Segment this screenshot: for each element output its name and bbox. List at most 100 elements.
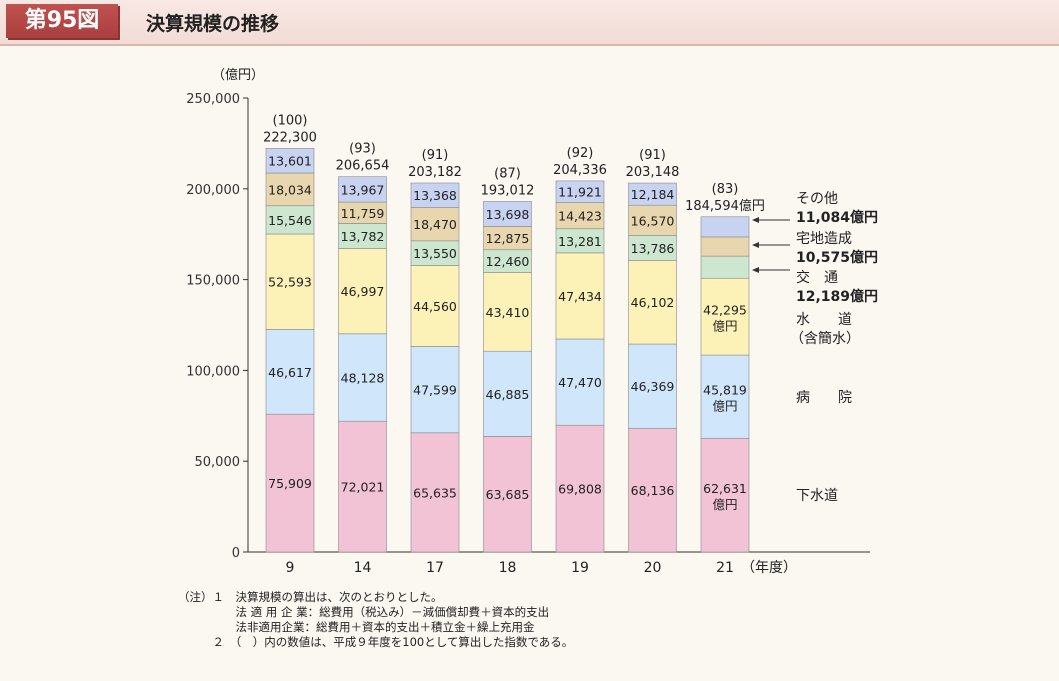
y-tick-label: 200,000 — [186, 183, 240, 198]
value-takuchi: 10,575億円 — [796, 249, 878, 266]
data-label: 47,599 — [413, 383, 457, 398]
bar-segment — [338, 333, 387, 422]
data-label: 13,698 — [486, 207, 530, 222]
bar-segment — [555, 180, 605, 203]
data-label: 52,593 — [268, 275, 312, 290]
y-unit-label: （億円） — [212, 67, 264, 83]
bar-segment — [700, 236, 750, 257]
label-suido-sub: （含簡水） — [790, 331, 860, 347]
data-label: 13,601 — [268, 154, 312, 169]
data-label: 46,102 — [631, 295, 675, 310]
label-suido: 水 道 — [796, 312, 852, 328]
y-tick-label: 100,000 — [186, 364, 240, 379]
x-tick-label: 14 — [354, 560, 372, 576]
total-label: 206,654 — [336, 159, 390, 174]
total-label: 203,148 — [626, 165, 680, 180]
note-line: （注）１ 決算規模の算出は、次のとおりとした。 — [178, 590, 443, 604]
data-label: 75,909 — [268, 476, 312, 491]
y-tick-label: 0 — [232, 546, 240, 561]
data-label: 12,184 — [631, 187, 675, 202]
bar-segment — [265, 148, 315, 174]
data-label: 46,997 — [341, 284, 385, 299]
data-label: 13,782 — [341, 229, 385, 244]
data-label: 12,460 — [486, 254, 530, 269]
bar-segment — [628, 343, 677, 429]
bar-segment — [628, 235, 677, 261]
footnotes: （注）１ 決算規模の算出は、次のとおりとした。 法 適 用 企 業：総費用（税込… — [178, 590, 573, 650]
data-label: 13,281 — [558, 234, 602, 249]
data-label: 13,786 — [631, 241, 675, 256]
data-label: 46,617 — [268, 365, 312, 380]
total-label: 204,336 — [553, 163, 607, 178]
data-label: 62,631 — [703, 481, 747, 496]
data-label: 11,921 — [558, 185, 602, 200]
figure-title: 決算規模の推移 — [146, 13, 280, 35]
index-label: (83) — [712, 182, 739, 197]
label-byoin: 病 院 — [796, 390, 852, 406]
value-sonota: 11,084億円 — [796, 209, 878, 226]
arrowhead-sonota — [752, 217, 759, 223]
data-label: 69,808 — [558, 482, 602, 497]
bar-segment — [700, 354, 750, 439]
data-label: 44,560 — [413, 299, 457, 314]
arrowhead-takuchi — [752, 242, 759, 248]
index-label: (91) — [639, 148, 666, 163]
bar-segment — [265, 413, 315, 553]
data-label: 68,136 — [631, 483, 675, 498]
bar-segment — [700, 277, 750, 356]
y-tick-label: 50,000 — [195, 455, 241, 470]
bar-segment — [700, 216, 750, 238]
data-label: 65,635 — [413, 485, 457, 500]
data-label: 43,410 — [486, 305, 530, 320]
index-label: (92) — [567, 146, 594, 161]
label-gesui: 下水道 — [796, 488, 838, 504]
arrowhead-kotsu — [752, 267, 759, 273]
data-label-unit: 億円 — [712, 497, 737, 512]
figure-header: 第95図 決算規模の推移 — [0, 0, 1059, 46]
total-label: 203,182 — [408, 165, 462, 180]
data-label: 18,470 — [413, 217, 457, 232]
index-label: (100) — [273, 113, 308, 128]
data-label: 14,423 — [558, 209, 602, 224]
data-label: 18,034 — [268, 182, 312, 197]
bars: 75,909 46,617 52,593 15,546 18,034 13,601 222,… — [263, 113, 765, 553]
data-label: 13,967 — [341, 182, 385, 197]
bar-segment — [410, 432, 460, 553]
bar-segment — [265, 329, 315, 415]
data-label: 63,685 — [486, 487, 530, 502]
data-label: 16,570 — [631, 213, 675, 228]
bar-segment — [628, 182, 677, 206]
label-kotsu: 交 通 — [796, 269, 838, 286]
data-label-unit: 億円 — [712, 319, 737, 334]
bar-segment — [700, 255, 750, 279]
x-tick-label: 20 — [644, 560, 662, 576]
data-label: 13,550 — [413, 246, 457, 261]
x-tick-label: 19 — [571, 560, 589, 576]
label-sonota: その他 — [796, 191, 838, 207]
y-tick-label: 150,000 — [186, 274, 240, 289]
data-label: 11,759 — [341, 206, 385, 221]
bar-segment — [483, 436, 532, 553]
index-label: (93) — [349, 142, 376, 157]
note-line: ２ （ ）内の数値は、平成９年度を100として算出した指数である。 — [178, 635, 574, 649]
data-label: 46,369 — [631, 379, 675, 394]
index-label: (91) — [422, 148, 449, 163]
data-label: 42,295 — [703, 303, 747, 318]
x-tick-label: 17 — [426, 560, 444, 576]
x-axis-unit: （年度） — [741, 560, 797, 576]
index-label: (87) — [494, 166, 521, 181]
note-line: 法非適用企業：総費用＋資本的支出＋積立金＋繰上充用金 — [178, 620, 535, 634]
total-label: 184,594億円 — [685, 198, 765, 214]
note-line: 法 適 用 企 業：総費用（税込み）－減価償却費＋資本的支出 — [178, 605, 550, 619]
bar-segment — [483, 350, 532, 437]
bar-segment — [555, 252, 605, 340]
total-label: 222,300 — [263, 130, 317, 145]
bar-segment — [628, 204, 677, 236]
total-label: 193,012 — [481, 183, 535, 198]
bar-segment — [410, 240, 460, 266]
bar-segment — [338, 223, 387, 249]
bar-segment — [338, 248, 387, 335]
x-tick-label: 9 — [286, 560, 295, 576]
bar-segment — [265, 205, 315, 235]
